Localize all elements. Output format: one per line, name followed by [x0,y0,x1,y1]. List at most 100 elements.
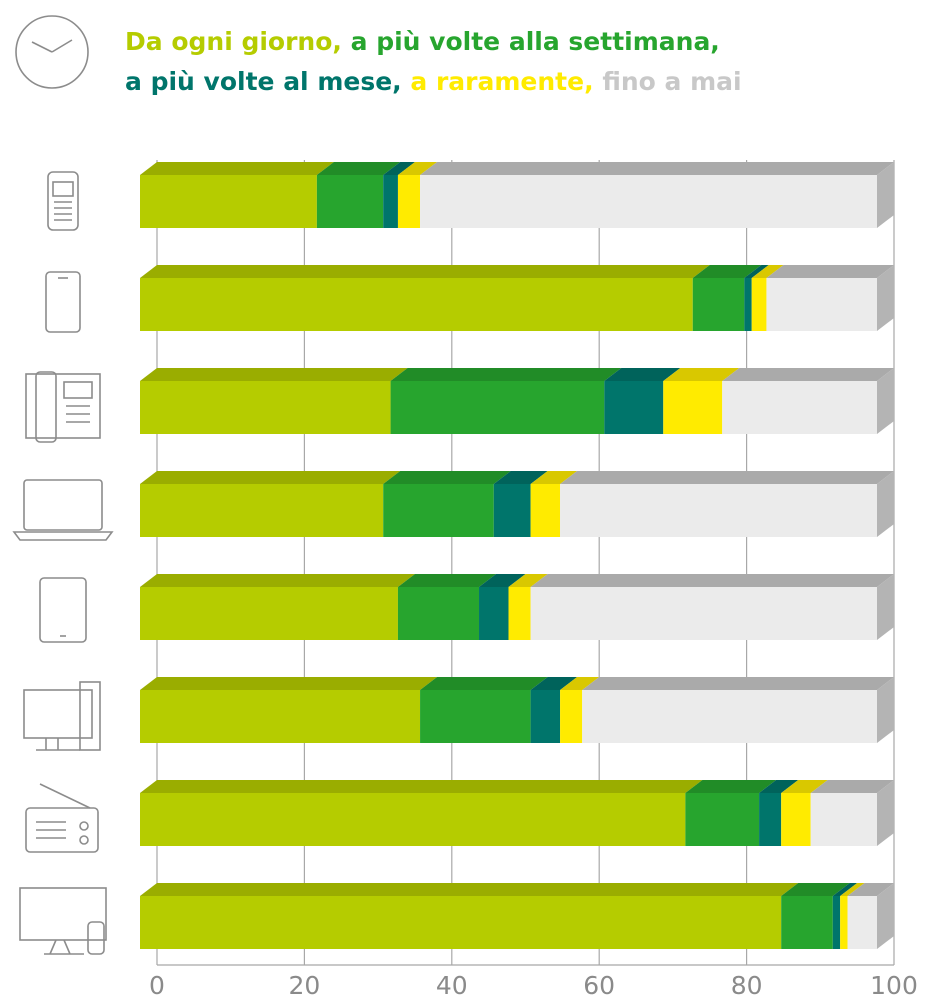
legend-line-2: a più volte al mese, a raramente, fino a… [125,67,742,96]
bar-front [840,896,848,949]
bar-segment [685,780,777,846]
bar-front [390,381,605,434]
bar-front [493,484,531,537]
bar-front [530,690,561,743]
bar-top [140,265,710,278]
bar-segment [759,780,799,846]
bar-end [877,574,894,640]
bar-front [560,484,877,537]
bar-segment [810,780,894,846]
bar-segment [140,471,401,537]
x-tick-label: 20 [288,971,320,999]
bar-top [744,265,769,278]
bar-top [692,265,762,278]
bar-end [877,368,894,434]
bar-top [560,471,894,484]
bar-front [751,278,767,331]
bar-front [140,484,384,537]
bar-segment [493,471,548,537]
bar-front [781,896,833,949]
bar-front [781,793,811,846]
bar-front [508,587,531,640]
bar-front [383,484,494,537]
bar-segment [140,162,334,228]
bar-segment [383,162,415,228]
x-tick-label: 80 [731,971,763,999]
bar-end [877,471,894,537]
bar-segment [390,368,622,434]
bar-top [140,162,334,175]
bar-top [390,368,622,381]
bar-segment [832,883,858,949]
bar-top [810,780,894,793]
bar-segment [530,471,578,537]
legend-entry: a raramente, [410,67,593,96]
bar-front [692,278,745,331]
bar-segment [663,368,740,434]
x-tick-label: 0 [149,971,165,999]
bar-front [663,381,723,434]
legend-entry: fino a mai [602,67,741,96]
clock-icon [15,15,89,89]
bar-segment [397,162,438,228]
bar-front [316,175,384,228]
bar-top [840,883,865,896]
bar-segment [140,368,408,434]
legend-entry: a più volte al mese, [125,67,402,96]
bar-top [685,780,777,793]
bar-front [140,278,693,331]
bar-segment [560,677,600,743]
bar-front [560,690,583,743]
bar-segment [530,677,578,743]
bar-front [140,175,317,228]
bar-top [847,883,894,896]
bar-top [397,574,497,587]
bar-top [508,574,548,587]
legend-line-1: Da ogni giorno, a più volte alla settima… [125,27,720,56]
bar-top [140,883,799,896]
bar-segment [530,574,894,640]
bar-front [847,896,877,949]
bar-segment [140,883,799,949]
bar-front [140,793,686,846]
bar-top [759,780,799,793]
bar-segment [420,677,548,743]
legend-entry: Da ogni giorno, [125,27,342,56]
bar-front [140,381,391,434]
bar-front [832,896,841,949]
bar-top [530,574,894,587]
bar-segment [751,265,784,331]
bar-top [316,162,401,175]
bar-segment [744,265,769,331]
bar-top [493,471,548,484]
bar-segment [560,471,894,537]
bar-end [877,883,894,949]
bar-front [383,175,398,228]
bar-end [877,780,894,846]
bar-segment [840,883,865,949]
bar-segment [420,162,894,228]
bar-front [397,587,480,640]
bar-front [685,793,760,846]
bar-segment [604,368,681,434]
bar-top [479,574,526,587]
bar-segment [140,265,710,331]
bar-top [530,471,578,484]
bar-segment [722,368,894,434]
bar-segment [316,162,401,228]
bar-segment [692,265,762,331]
bar-top [604,368,681,381]
x-tick-label: 100 [870,971,918,999]
bar-top [722,368,894,381]
bar-front [479,587,509,640]
bar-segment [781,883,850,949]
x-tick-label: 40 [436,971,468,999]
bar-segment [397,574,497,640]
bar-top [397,162,438,175]
bar-top [560,677,600,690]
bar-segment [140,677,438,743]
bar-top [383,162,415,175]
bar-front [420,175,877,228]
bar-front [759,793,782,846]
